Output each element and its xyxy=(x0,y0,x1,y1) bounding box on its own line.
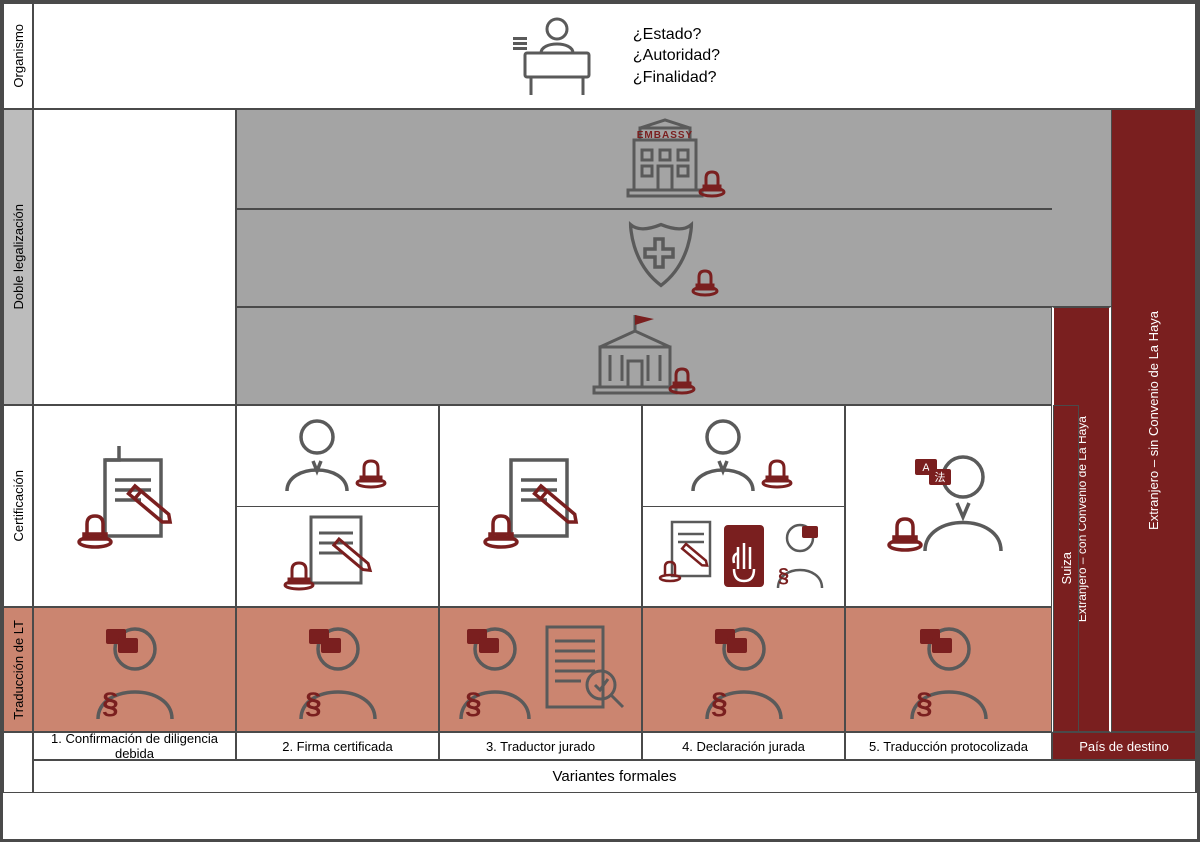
translator-person-small-icon: § xyxy=(770,516,830,596)
col-label-4: 4. Declaración jurada xyxy=(642,732,845,760)
oath-hand-icon xyxy=(722,519,766,593)
col2-text: 2. Firma certificada xyxy=(282,739,393,754)
svg-text:§: § xyxy=(465,687,482,720)
label-trad-left: Traducción de LT xyxy=(11,620,26,720)
embassy-icon: EMBASSY xyxy=(614,116,734,202)
cert-col1 xyxy=(33,405,236,607)
pais-destino-cell: País de destino xyxy=(1052,732,1196,760)
left-rail-bottom xyxy=(3,732,33,793)
trad-col2: § xyxy=(236,607,439,732)
col-label-5: 5. Traducción protocolizada xyxy=(845,732,1052,760)
col1-text: 1. Confirmación de diligencia debida xyxy=(34,731,235,761)
translator-doc-icon: § xyxy=(451,615,631,725)
diagram-grid: Organismo ¿ xyxy=(3,3,1197,839)
svg-text:§: § xyxy=(711,687,728,720)
gov-building-icon xyxy=(584,311,704,401)
band-suiza: Suiza xyxy=(1053,405,1079,732)
right-rail-trad: Traducción de LT xyxy=(1196,607,1200,732)
small-doc-stamp-icon xyxy=(658,516,718,596)
trad-col1: § xyxy=(33,607,236,732)
svg-text:法: 法 xyxy=(934,470,945,484)
translator-icon-2: § xyxy=(283,615,393,725)
diagram-frame: Organismo ¿ xyxy=(0,0,1200,842)
col-label-2: 2. Firma certificada xyxy=(236,732,439,760)
translator-icon-5: § xyxy=(894,615,1004,725)
svg-text:§: § xyxy=(916,687,933,720)
left-rail-cert: Certificación xyxy=(3,405,33,607)
blank-col1-doble xyxy=(33,109,236,405)
translator-icon-4: § xyxy=(689,615,799,725)
person-stamp-icon-2 xyxy=(679,411,809,501)
q2: ¿Autoridad? xyxy=(633,45,720,67)
row-organismo-content: ¿Estado? ¿Autoridad? ¿Finalidad? xyxy=(33,3,1196,109)
right-rail-organismo: Organismo xyxy=(1196,3,1200,109)
col5-text: 5. Traducción protocolizada xyxy=(869,739,1028,754)
left-rail-organismo: Organismo xyxy=(3,3,33,109)
q1: ¿Estado? xyxy=(633,24,720,46)
cert-col5: A 法 xyxy=(845,405,1052,607)
label-suiza: Suiza xyxy=(1059,552,1074,585)
cert-col3 xyxy=(439,405,642,607)
row-building xyxy=(236,307,1052,405)
shield-cross-icon xyxy=(619,215,729,301)
embassy-label: EMBASSY xyxy=(636,130,692,141)
row-embassy: EMBASSY xyxy=(236,109,1111,209)
right-rail-doble: Doble legalización xyxy=(1196,109,1200,405)
trad-col4: § xyxy=(642,607,845,732)
label-pais-destino: País de destino xyxy=(1079,739,1169,754)
svg-text:§: § xyxy=(102,687,119,720)
left-rail-doble: Doble legalización xyxy=(3,109,33,405)
label-extranjero-sin: Extranjero – sin Convenio de La Haya xyxy=(1146,311,1161,530)
trad-col3: § xyxy=(439,607,642,732)
translator-cert-icon: A 法 xyxy=(869,441,1029,571)
cert-col4: § xyxy=(642,405,845,607)
cert-col2 xyxy=(236,405,439,607)
top-questions: ¿Estado? ¿Autoridad? ¿Finalidad? xyxy=(633,24,720,89)
col4-text: 4. Declaración jurada xyxy=(682,739,805,754)
svg-text:§: § xyxy=(305,687,322,720)
label-organismo-left: Organismo xyxy=(11,24,26,88)
band-extranjero-sin: Extranjero – sin Convenio de La Haya xyxy=(1111,109,1196,732)
doc-stamp-pen-icon xyxy=(65,446,205,566)
right-rail-cert: Certificación xyxy=(1196,405,1200,607)
person-stamp-icon xyxy=(273,411,403,501)
right-rail-bottom xyxy=(1196,732,1200,793)
label-doble-left: Doble legalización xyxy=(11,204,26,310)
label-cert-left: Certificación xyxy=(11,470,26,542)
col-label-1: 1. Confirmación de diligencia debida xyxy=(33,732,236,760)
doc-stamp-pen-small-icon xyxy=(273,509,403,603)
desk-person-icon xyxy=(509,13,605,99)
trad-col5: § xyxy=(845,607,1052,732)
footer-cell: Variantes formales xyxy=(33,760,1196,793)
col3-text: 3. Traductor jurado xyxy=(486,739,595,754)
doc-stamp-pen-icon-2 xyxy=(471,446,611,566)
translator-icon-1: § xyxy=(80,615,190,725)
q3: ¿Finalidad? xyxy=(633,67,720,89)
col-label-3: 3. Traductor jurado xyxy=(439,732,642,760)
fill-gray-col7 xyxy=(1052,109,1111,307)
svg-text:§: § xyxy=(778,565,789,587)
left-rail-trad: Traducción de LT xyxy=(3,607,33,732)
footer-text: Variantes formales xyxy=(553,768,677,785)
row-shield xyxy=(236,209,1111,307)
